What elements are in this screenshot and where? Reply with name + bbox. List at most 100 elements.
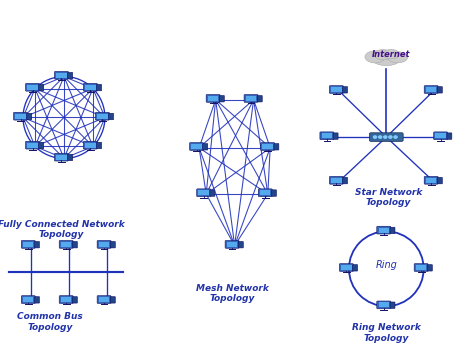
- FancyBboxPatch shape: [56, 73, 67, 78]
- Circle shape: [389, 136, 392, 138]
- FancyBboxPatch shape: [424, 86, 438, 93]
- FancyBboxPatch shape: [191, 144, 202, 149]
- FancyBboxPatch shape: [225, 241, 239, 248]
- FancyBboxPatch shape: [97, 114, 108, 119]
- FancyBboxPatch shape: [85, 142, 96, 148]
- FancyBboxPatch shape: [197, 189, 210, 197]
- FancyBboxPatch shape: [21, 296, 35, 303]
- FancyBboxPatch shape: [322, 133, 332, 138]
- FancyBboxPatch shape: [59, 241, 73, 248]
- FancyBboxPatch shape: [27, 142, 38, 148]
- FancyBboxPatch shape: [263, 144, 273, 149]
- FancyBboxPatch shape: [379, 227, 389, 232]
- FancyBboxPatch shape: [109, 113, 114, 120]
- Text: Star Network
Topology: Star Network Topology: [355, 188, 422, 207]
- Ellipse shape: [388, 52, 408, 63]
- FancyBboxPatch shape: [190, 143, 203, 150]
- FancyBboxPatch shape: [438, 177, 442, 184]
- FancyBboxPatch shape: [206, 95, 220, 102]
- FancyBboxPatch shape: [97, 84, 101, 91]
- FancyBboxPatch shape: [339, 264, 354, 271]
- FancyBboxPatch shape: [428, 265, 432, 271]
- FancyBboxPatch shape: [55, 153, 68, 161]
- FancyBboxPatch shape: [97, 142, 101, 149]
- FancyBboxPatch shape: [23, 242, 34, 247]
- FancyBboxPatch shape: [426, 87, 437, 92]
- FancyBboxPatch shape: [353, 265, 357, 271]
- FancyBboxPatch shape: [110, 241, 115, 248]
- FancyBboxPatch shape: [426, 178, 437, 183]
- FancyBboxPatch shape: [331, 178, 342, 183]
- FancyBboxPatch shape: [68, 72, 73, 79]
- Text: Internet: Internet: [372, 50, 410, 59]
- FancyBboxPatch shape: [341, 265, 352, 270]
- FancyBboxPatch shape: [39, 142, 44, 149]
- Ellipse shape: [365, 51, 385, 63]
- FancyBboxPatch shape: [260, 190, 271, 195]
- FancyBboxPatch shape: [447, 133, 452, 139]
- FancyBboxPatch shape: [61, 297, 72, 302]
- FancyBboxPatch shape: [73, 297, 77, 303]
- FancyBboxPatch shape: [26, 141, 39, 149]
- FancyBboxPatch shape: [438, 87, 442, 93]
- FancyBboxPatch shape: [329, 177, 343, 184]
- FancyBboxPatch shape: [83, 83, 97, 91]
- FancyBboxPatch shape: [258, 189, 272, 197]
- FancyBboxPatch shape: [199, 190, 209, 195]
- FancyBboxPatch shape: [377, 226, 391, 234]
- FancyBboxPatch shape: [370, 133, 403, 141]
- FancyBboxPatch shape: [257, 95, 262, 102]
- FancyBboxPatch shape: [99, 242, 109, 247]
- Text: Ring Network
Topology: Ring Network Topology: [352, 323, 421, 342]
- FancyBboxPatch shape: [23, 297, 34, 302]
- FancyBboxPatch shape: [343, 87, 347, 93]
- FancyBboxPatch shape: [61, 242, 72, 247]
- FancyBboxPatch shape: [73, 241, 77, 248]
- Circle shape: [374, 136, 376, 138]
- FancyBboxPatch shape: [56, 155, 67, 159]
- Circle shape: [394, 136, 397, 138]
- FancyBboxPatch shape: [26, 83, 39, 91]
- FancyBboxPatch shape: [379, 302, 389, 307]
- Text: Mesh Network
Topology: Mesh Network Topology: [196, 284, 269, 303]
- FancyBboxPatch shape: [274, 143, 279, 150]
- FancyBboxPatch shape: [434, 132, 447, 140]
- Ellipse shape: [383, 49, 400, 59]
- FancyBboxPatch shape: [219, 95, 224, 102]
- FancyBboxPatch shape: [272, 190, 276, 196]
- FancyBboxPatch shape: [238, 241, 243, 248]
- FancyBboxPatch shape: [203, 143, 208, 150]
- Ellipse shape: [374, 49, 392, 60]
- FancyBboxPatch shape: [343, 177, 347, 184]
- Circle shape: [384, 136, 387, 138]
- FancyBboxPatch shape: [210, 190, 215, 196]
- FancyBboxPatch shape: [329, 86, 343, 93]
- FancyBboxPatch shape: [15, 114, 26, 119]
- FancyBboxPatch shape: [377, 301, 391, 309]
- FancyBboxPatch shape: [55, 72, 68, 79]
- FancyBboxPatch shape: [39, 84, 44, 91]
- FancyBboxPatch shape: [208, 96, 219, 101]
- FancyBboxPatch shape: [68, 154, 73, 161]
- FancyBboxPatch shape: [227, 242, 237, 247]
- FancyBboxPatch shape: [59, 296, 73, 303]
- Text: Ring: Ring: [375, 260, 397, 270]
- Text: Common Bus
Topology: Common Bus Topology: [17, 313, 82, 332]
- FancyBboxPatch shape: [333, 133, 338, 139]
- FancyBboxPatch shape: [261, 143, 274, 150]
- Circle shape: [379, 136, 382, 138]
- FancyBboxPatch shape: [14, 112, 27, 120]
- FancyBboxPatch shape: [424, 177, 438, 184]
- FancyBboxPatch shape: [436, 133, 446, 138]
- FancyBboxPatch shape: [320, 132, 334, 140]
- FancyBboxPatch shape: [35, 241, 39, 248]
- FancyBboxPatch shape: [390, 302, 395, 308]
- FancyBboxPatch shape: [85, 85, 96, 90]
- FancyBboxPatch shape: [21, 241, 35, 248]
- FancyBboxPatch shape: [95, 112, 109, 120]
- FancyBboxPatch shape: [27, 85, 38, 90]
- FancyBboxPatch shape: [99, 297, 109, 302]
- Text: Fully Connected Network
Topology: Fully Connected Network Topology: [0, 220, 125, 239]
- FancyBboxPatch shape: [416, 265, 426, 270]
- FancyBboxPatch shape: [97, 296, 111, 303]
